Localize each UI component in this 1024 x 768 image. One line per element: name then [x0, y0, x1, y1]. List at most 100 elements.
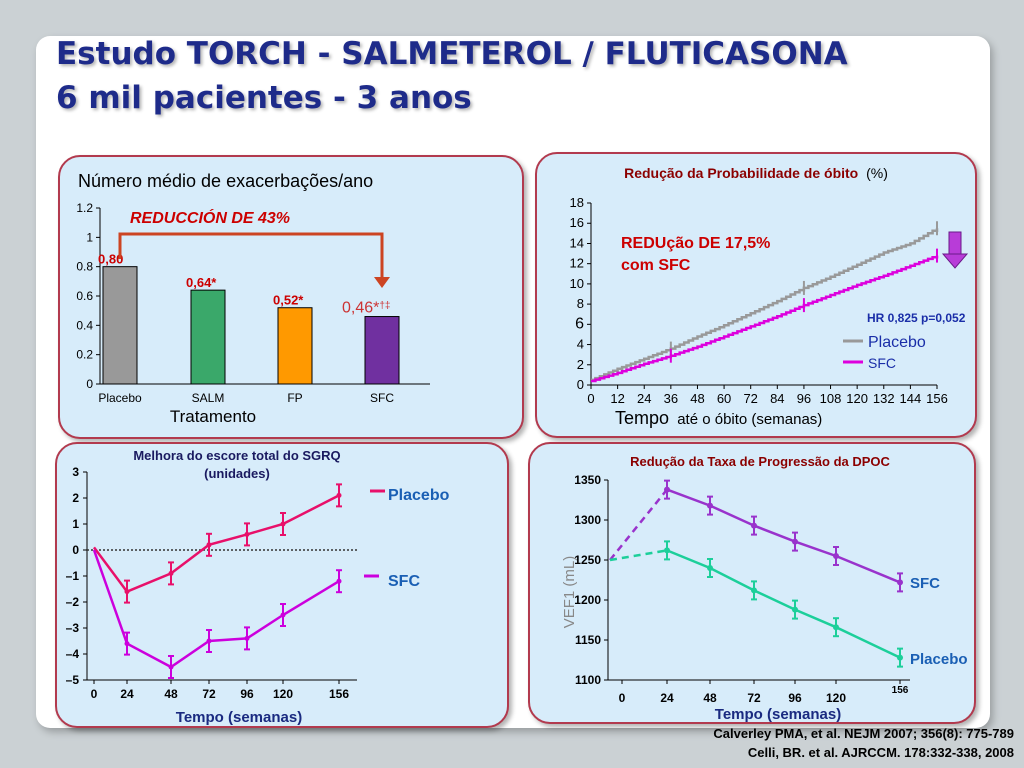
y-tick-label: 12 [570, 256, 584, 271]
y-tick-label: 1200 [574, 593, 601, 607]
y-tick-label: –2 [66, 595, 80, 609]
y-tick-label: –1 [66, 569, 80, 583]
series-line-sfc [92, 549, 340, 669]
y-tick-label: 0.4 [76, 318, 93, 332]
x-axis-label: Tempo (semanas) [176, 709, 302, 726]
down-arrow-icon [941, 231, 969, 269]
x-tick-label: 72 [202, 687, 216, 701]
data-point [124, 589, 130, 595]
x-tick-label: 120 [826, 691, 846, 705]
data-point [280, 612, 286, 618]
exacerbations-panel: Número médio de exacerbações/ano REDUCCI… [58, 155, 524, 439]
x-tick-label: 24 [660, 691, 674, 705]
y-tick-label: 1150 [575, 633, 601, 647]
x-tick-label: 0 [619, 691, 626, 705]
y-tick-label: 8 [577, 296, 584, 311]
exacerbations-bar-chart: Número médio de exacerbações/ano REDUCCI… [76, 171, 430, 426]
y-tick-label: –4 [66, 647, 80, 661]
chart-title: Redução da Taxa de Progressão da DPOC [630, 454, 890, 469]
x-tick-label: 96 [240, 687, 254, 701]
legend-sfc: SFC [388, 573, 420, 590]
data-point [664, 547, 670, 554]
x-tick-label: 96 [788, 691, 802, 705]
legend-sfc: SFC [868, 355, 896, 371]
data-point [792, 606, 798, 613]
x-tick-label: SFC [370, 391, 394, 405]
data-point [833, 553, 839, 559]
reference-1: Calverley PMA, et al. NEJM 2007; 356(8):… [713, 726, 1014, 741]
y-tick-label: –5 [66, 673, 80, 687]
y-tick-label: 4 [577, 337, 584, 352]
x-tick-label: 36 [664, 391, 678, 406]
y-tick-label: 14 [570, 235, 584, 250]
y-tick-label: 0 [577, 377, 584, 392]
x-tick-label: 0 [587, 391, 594, 406]
data-point [244, 531, 250, 537]
x-tick-label: FP [287, 391, 302, 405]
y-tick-label: 18 [570, 195, 584, 210]
x-tick-label: 12 [610, 391, 624, 406]
x-tick-label: 24 [637, 391, 651, 406]
baseline-dashed-segment [609, 488, 668, 561]
x-tick-label: 0 [91, 687, 98, 701]
reference-2: Celli, BR. et al. AJRCCM. 178:332-338, 2… [747, 745, 1014, 760]
x-axis-label: Tempo até o óbito (semanas) [615, 408, 822, 428]
y-tick-label: 3 [72, 465, 79, 479]
x-tick-label: 108 [820, 391, 842, 406]
bar-sfc [364, 316, 400, 385]
sgrq-panel: Melhora do escore total do SGRQ (unidade… [55, 442, 509, 728]
series-line-placebo [92, 494, 340, 594]
data-point [707, 502, 713, 509]
legend-placebo: Placebo [910, 651, 968, 668]
data-point [897, 654, 903, 661]
legend-sfc: SFC [910, 575, 940, 592]
reduction-annotation: REDUCCIÓN DE 43% [130, 208, 290, 227]
data-point [336, 492, 342, 498]
bar-salm [190, 289, 226, 385]
x-tick-label: 72 [743, 391, 757, 406]
data-point [897, 579, 903, 586]
y-tick-label: 1300 [574, 513, 601, 527]
x-tick-label: 48 [690, 391, 704, 406]
x-tick-label: 48 [164, 687, 178, 701]
x-tick-label: 132 [873, 391, 895, 406]
data-point [244, 635, 250, 641]
x-tick-label: SALM [192, 391, 225, 405]
x-tick-label: 60 [717, 391, 731, 406]
bar-value-label: 0,46*†‡ [342, 300, 391, 317]
y-tick-label: 16 [570, 215, 584, 230]
data-point [751, 522, 757, 529]
y-tick-label: 1350 [574, 473, 601, 487]
legend-placebo: Placebo [868, 334, 926, 351]
bar-fp [277, 307, 313, 385]
y-tick-label: 0 [72, 543, 79, 557]
fev1-panel: Redução da Taxa de Progressão da DPOC 13… [528, 442, 976, 724]
fev1-line-chart: Redução da Taxa de Progressão da DPOC 13… [561, 454, 968, 722]
y-tick-label: 1.2 [76, 201, 93, 215]
y-tick-label: 2 [72, 491, 79, 505]
data-point [206, 542, 212, 548]
y-tick-label: 1 [72, 517, 79, 531]
data-point [664, 486, 670, 493]
series-line-placebo [666, 549, 901, 659]
baseline-dashed-segment [609, 549, 668, 562]
data-point [707, 565, 713, 571]
hazard-ratio-text: HR 0,825 p=0,052 [867, 311, 966, 325]
y-tick-label: 1250 [574, 553, 601, 567]
x-tick-label: Placebo [98, 391, 142, 405]
x-tick-label: 120 [273, 687, 293, 701]
sgrq-line-chart: Melhora do escore total do SGRQ (unidade… [66, 448, 450, 726]
data-point [336, 578, 342, 584]
y-tick-label: 2 [577, 357, 584, 372]
reduction-annotation-line1: REDUção DE 17,5% [621, 235, 770, 252]
series-line-sfc [666, 488, 901, 584]
x-tick-label: 156 [892, 685, 909, 696]
x-tick-label: 72 [747, 691, 761, 705]
data-point [168, 664, 174, 670]
mortality-panel: Redução da Probabilidade de óbito (%) 0 2… [535, 152, 977, 438]
chart-title: Redução da Probabilidade de óbito (%) [624, 165, 888, 181]
y-tick-label: 1100 [575, 673, 601, 687]
data-point [792, 538, 798, 545]
mortality-line-chart: Redução da Probabilidade de óbito (%) 0 2… [570, 165, 969, 428]
slide-title-line1: Estudo TORCH - SALMETEROL / FLUTICASONA [56, 36, 848, 72]
